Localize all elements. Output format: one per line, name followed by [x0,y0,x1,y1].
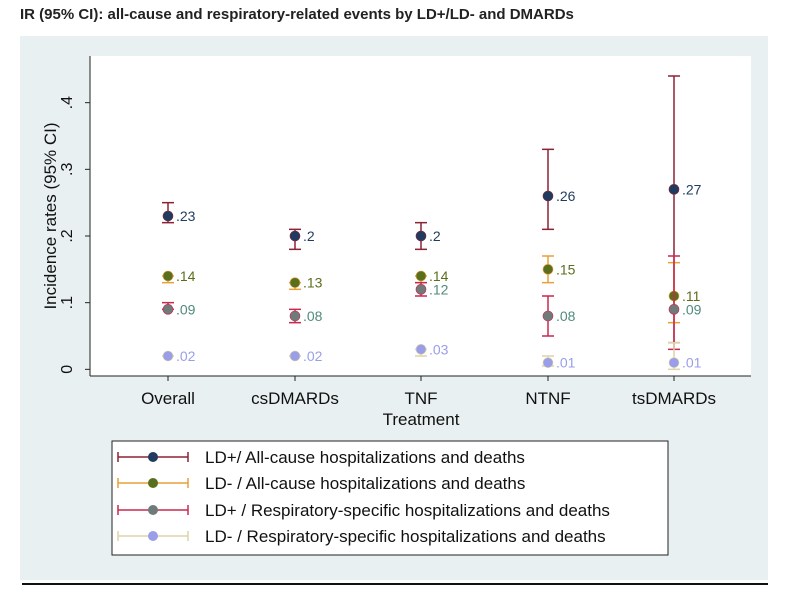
data-label: .14 [429,268,449,284]
legend-label: LD- / All-cause hospitalizations and dea… [205,474,525,493]
legend-marker [148,452,158,462]
legend-label: LD- / Respiratory-specific hospitalizati… [205,527,606,546]
data-label: .03 [429,341,449,357]
data-label: .2 [429,228,441,244]
data-point [289,310,301,322]
data-point [668,357,680,368]
data-point [162,350,174,362]
series-2: .14 .13 .14 .15 .11 [162,255,701,324]
legend-item-4: LD- / Respiratory-specific hospitalizati… [117,527,606,546]
data-label: .09 [176,301,196,317]
y-tick-label: .4 [59,96,76,109]
legend-label: LD+ / Respiratory-specific hospitalizati… [205,501,610,520]
y-axis-label: Incidence rates (95% CI) [41,122,60,309]
data-point [542,190,554,202]
x-tick-label: NTNF [525,389,570,408]
x-tick-label: TNF [404,389,437,408]
data-label: .08 [556,308,576,324]
series-3: .09 .08 .12 .08 .09 [162,255,702,351]
data-point [415,270,427,282]
legend-marker [148,478,158,488]
data-label: .09 [682,301,702,317]
x-axis-label: Treatment [383,410,460,429]
data-point [289,277,301,288]
y-tick-label: .1 [59,296,76,309]
data-label: .27 [682,181,702,197]
data-point [542,310,554,322]
plot-area [90,56,751,376]
data-label: .15 [556,261,576,277]
legend-item-2: LD- / All-cause hospitalizations and dea… [117,474,525,493]
data-label: .2 [303,228,315,244]
x-tick-label: csDMARDs [251,389,339,408]
data-point [415,284,427,295]
bottom-rule [22,583,768,585]
chart-title: IR (95% CI): all-cause and respiratory-r… [20,6,574,23]
data-point [542,357,554,368]
data-point [289,230,301,242]
data-point [668,184,680,195]
data-point [668,304,680,315]
legend-item-1: LD+/ All-cause hospitalizations and deat… [117,448,525,467]
data-point [415,230,427,242]
data-label: .01 [556,355,576,371]
series-4: .02 .02 .03 .01 .01 [162,341,702,371]
legend-item-3: LD+ / Respiratory-specific hospitalizati… [117,501,610,520]
y-tick-label: 0 [59,365,76,374]
y-tick-label: .2 [59,229,76,242]
legend-marker [148,505,158,515]
data-label: .14 [176,268,196,284]
data-label: .02 [303,348,323,364]
data-point [289,350,301,362]
data-point [162,210,174,222]
data-label: .02 [176,348,196,364]
data-label: .26 [556,188,576,204]
data-point [162,270,174,282]
data-label: .11 [682,288,701,304]
data-label: .12 [429,281,449,297]
data-label: .01 [682,355,702,371]
legend-label: LD+/ All-cause hospitalizations and deat… [205,448,525,467]
data-point [162,304,174,315]
legend-box [111,440,669,556]
data-label: .08 [303,308,323,324]
data-point [415,344,427,355]
data-label: .23 [176,208,196,224]
x-tick-label: Overall [141,389,195,408]
data-point [542,264,554,275]
y-tick-label: .3 [59,163,76,176]
x-tick-label: tsDMARDs [632,389,716,408]
data-label: .13 [303,275,323,291]
series-1: .23 .2 .2 .26 .27 [162,75,702,344]
legend-marker [148,531,158,541]
